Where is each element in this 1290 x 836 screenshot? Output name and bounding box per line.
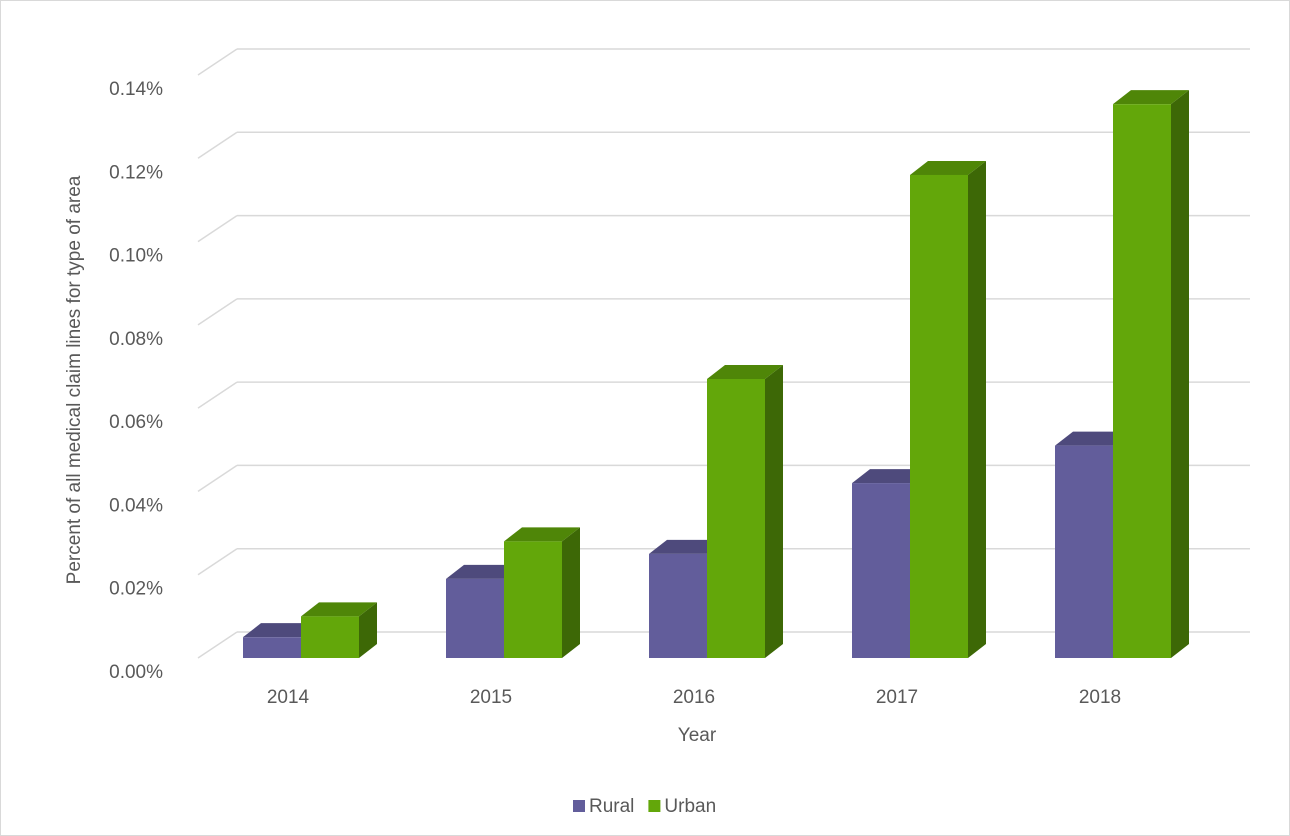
bar-front [243, 637, 301, 658]
grid-line-side [197, 631, 238, 659]
bar-front [707, 378, 765, 658]
y-tick-label: 0.04% [109, 495, 163, 516]
x-tick-label: 2018 [1079, 687, 1121, 708]
grid-line-side [197, 381, 238, 409]
bar-side [765, 364, 783, 658]
bar-side [968, 160, 986, 658]
y-tick-label: 0.12% [109, 162, 163, 183]
legend-swatch [648, 800, 661, 812]
bar [910, 160, 986, 658]
grid-line-side [197, 464, 238, 493]
bar-top [446, 564, 522, 579]
x-tick-label: 2016 [673, 687, 715, 708]
bar-top [243, 623, 319, 638]
grid-line-side [197, 131, 238, 159]
bar-top [707, 364, 783, 379]
bar-front [852, 483, 910, 658]
grid-line-side [197, 214, 238, 243]
bar-front [649, 553, 707, 658]
x-tick-label: 2017 [876, 687, 918, 708]
grid-line-side [197, 298, 238, 326]
bar [707, 364, 783, 658]
bar-top [504, 527, 580, 542]
bar-top [910, 160, 986, 175]
bar [301, 602, 377, 658]
legend-swatch [573, 800, 585, 812]
bar-front [301, 616, 359, 658]
bar-front [1055, 445, 1113, 658]
bar-top [1055, 431, 1131, 446]
y-tick-label: 0.08% [109, 329, 163, 350]
y-tick-label: 0.02% [109, 579, 163, 600]
bar-top [852, 469, 928, 484]
bar-front [504, 541, 562, 658]
bar [504, 527, 580, 658]
bar-side [562, 527, 580, 658]
x-tick-label: 2015 [470, 687, 512, 708]
y-tick-label: 0.14% [109, 79, 163, 100]
bar-side [1171, 90, 1189, 658]
grid-line-side [197, 48, 238, 76]
legend-label: Urban [664, 796, 716, 817]
legend-label: Rural [589, 796, 634, 817]
y-tick-label: 0.06% [109, 412, 163, 433]
bar-top [1113, 90, 1189, 105]
y-tick-label: 0.00% [109, 662, 163, 683]
bar-front [446, 578, 504, 658]
bar-front [1113, 104, 1171, 658]
x-tick-label: 2014 [267, 687, 310, 708]
grid-line-side [197, 548, 238, 576]
bar-side [359, 602, 377, 658]
y-tick-label: 0.10% [109, 246, 163, 267]
x-axis-title: Year [678, 725, 717, 746]
bar [1113, 90, 1189, 658]
bar-front [910, 174, 968, 658]
bar-top [301, 602, 377, 617]
bar-top [649, 539, 725, 554]
y-axis-title: Percent of all medical claim lines for t… [64, 175, 85, 584]
